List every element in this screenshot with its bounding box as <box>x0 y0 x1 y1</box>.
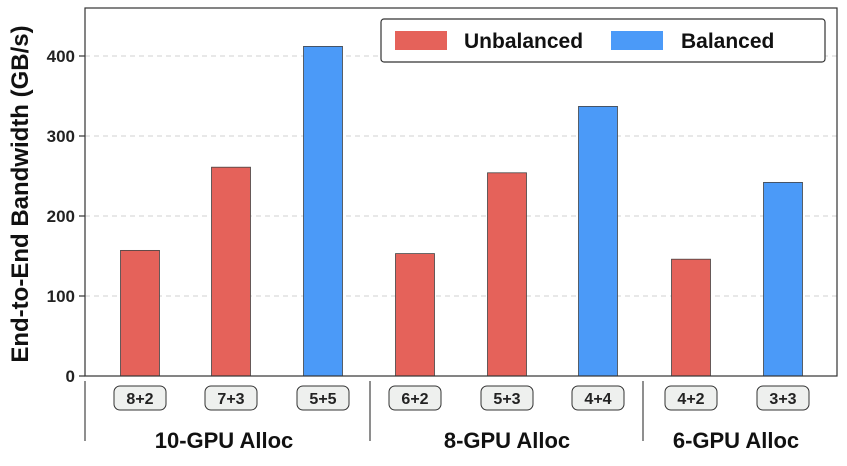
category-box <box>664 385 718 411</box>
category-box <box>756 385 810 411</box>
bars <box>120 46 803 377</box>
category-label: 8+2 <box>113 385 167 411</box>
category-box <box>296 385 350 411</box>
legend-label-balanced: Balanced <box>681 30 774 53</box>
y-tick-label: 100 <box>47 287 75 306</box>
category-text: 3+3 <box>769 391 796 408</box>
category-box <box>204 385 258 411</box>
legend-label-unbalanced: Unbalanced <box>464 30 583 53</box>
group-label: 10-GPU Alloc <box>155 428 294 453</box>
y-tick-label: 200 <box>47 207 75 226</box>
bar-4-plus-2 <box>671 258 711 377</box>
bar-5-plus-5 <box>303 46 343 377</box>
grid-lines <box>85 55 837 297</box>
category-box <box>388 385 442 411</box>
bar-7-plus-3 <box>211 166 251 377</box>
category-text: 5+5 <box>309 391 336 408</box>
y-tick-label: 0 <box>66 367 75 386</box>
category-label: 5+3 <box>480 385 534 411</box>
bar-6-plus-2 <box>395 253 435 377</box>
group-labels: 10-GPU Alloc 8-GPU Alloc 6-GPU Alloc <box>84 381 799 453</box>
category-label: 4+2 <box>664 385 718 411</box>
legend: Unbalanced Balanced <box>380 18 826 63</box>
category-labels: 8+2 7+3 5+5 6+2 5+3 4+4 4+2 3+3 <box>113 385 810 411</box>
group-label: 6-GPU Alloc <box>673 428 799 453</box>
legend-swatch-unbalanced <box>395 31 447 50</box>
category-text: 4+4 <box>584 391 611 408</box>
y-axis-ticks: 0 100 200 300 400 <box>47 47 85 386</box>
category-box <box>571 385 625 411</box>
category-text: 8+2 <box>126 391 153 408</box>
legend-swatch-balanced <box>611 31 663 50</box>
category-text: 4+2 <box>677 391 704 408</box>
category-label: 3+3 <box>756 385 810 411</box>
bar-5-plus-3 <box>487 172 527 377</box>
category-label: 6+2 <box>388 385 442 411</box>
group-label: 8-GPU Alloc <box>444 428 570 453</box>
category-text: 7+3 <box>217 391 244 408</box>
bar-3-plus-3 <box>763 181 803 377</box>
category-label: 4+4 <box>571 385 625 411</box>
y-tick-label: 400 <box>47 47 75 66</box>
category-text: 5+3 <box>493 391 520 408</box>
legend-box <box>380 18 826 63</box>
plot-frame <box>84 7 838 377</box>
y-tick-label: 300 <box>47 127 75 146</box>
category-box <box>480 385 534 411</box>
category-text: 6+2 <box>401 391 428 408</box>
bar-4-plus-4 <box>578 106 618 377</box>
category-box <box>113 385 167 411</box>
y-axis-label: End-to-End Bandwidth (GB/s) <box>7 25 34 362</box>
category-label: 5+5 <box>296 385 350 411</box>
bar-8-plus-2 <box>120 249 160 377</box>
category-label: 7+3 <box>204 385 258 411</box>
